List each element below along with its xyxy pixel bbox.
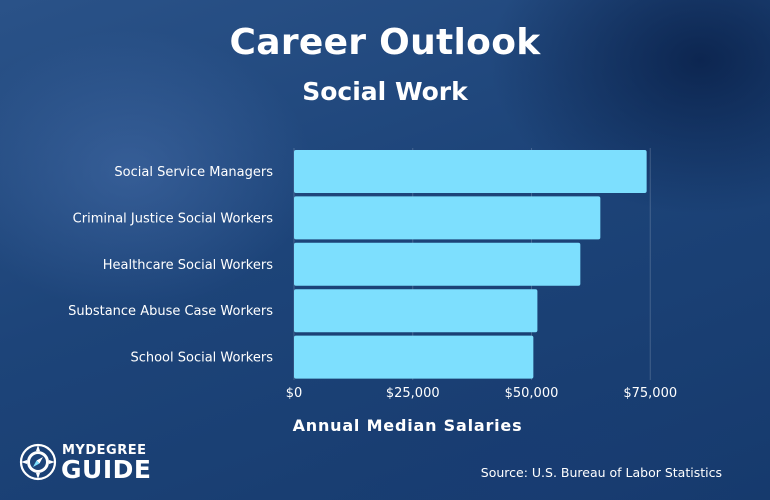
x-tick-labels: $0 $25,000 $50,000 $75,000 [286, 386, 677, 401]
bar [294, 289, 538, 333]
category-label: Social Service Managers [114, 165, 273, 180]
logo-text-bottom: GUIDE [61, 455, 152, 484]
bars [294, 150, 647, 379]
logo: MYDEGREE GUIDE [18, 440, 158, 486]
source-note: Source: U.S. Bureau of Labor Statistics [480, 465, 722, 480]
x-axis-label: Annual Median Salaries [292, 416, 523, 435]
category-label: Criminal Justice Social Workers [73, 211, 274, 226]
x-tick-label: $75,000 [623, 386, 677, 401]
bar [294, 335, 534, 379]
logo-text-top: MYDEGREE [62, 443, 147, 458]
x-tick-label: $25,000 [386, 386, 440, 401]
bar [294, 196, 601, 240]
x-tick-label: $50,000 [505, 386, 559, 401]
x-tick-label: $0 [286, 386, 303, 401]
category-label: Healthcare Social Workers [103, 258, 273, 273]
category-label: School Social Workers [130, 351, 273, 366]
compass-icon [19, 443, 57, 481]
bar [294, 150, 647, 193]
chart-title: Career Outlook [229, 22, 541, 63]
category-label: Substance Abuse Case Workers [68, 304, 273, 319]
bar [294, 242, 581, 286]
chart-subtitle: Social Work [302, 77, 468, 106]
category-labels: Social Service Managers Criminal Justice … [68, 165, 273, 366]
